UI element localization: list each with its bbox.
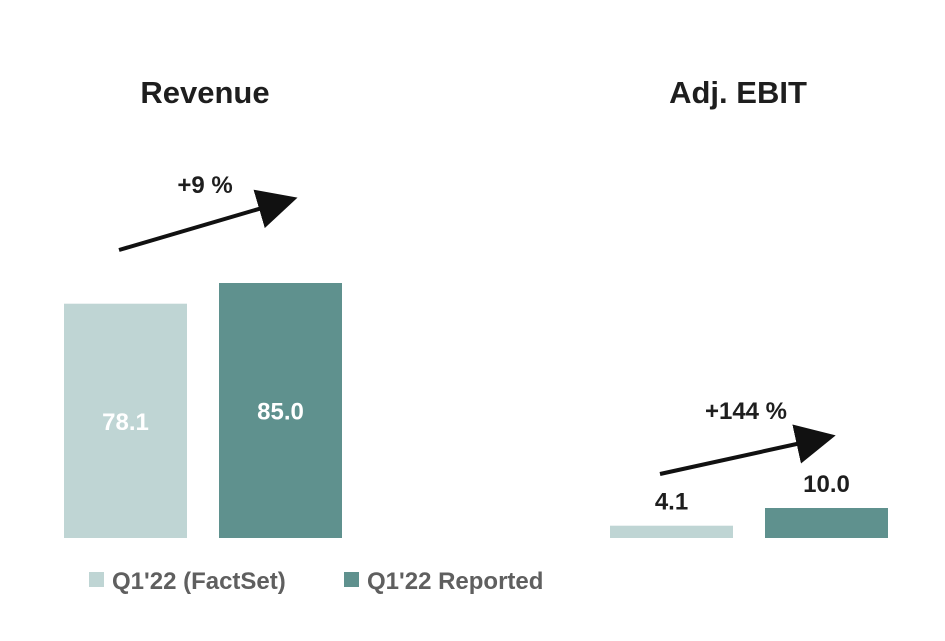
legend-swatch-reported (344, 572, 359, 587)
legend-label-reported: Q1'22 Reported (367, 568, 543, 595)
revenue-growth-arrow (118, 189, 298, 252)
revenue-chart: Revenue 78.1 85.0 +9 % (64, 75, 342, 538)
adj-ebit-bar-reported (765, 508, 888, 538)
revenue-value-label-factset: 78.1 (102, 409, 149, 436)
legend: Q1'22 (FactSet) Q1'22 Reported (89, 568, 543, 595)
adj-ebit-change-label: +144 % (705, 398, 787, 425)
adj-ebit-growth-arrow (659, 424, 836, 476)
revenue-change-label: +9 % (177, 172, 232, 199)
adj-ebit-value-label-factset: 4.1 (655, 489, 688, 516)
legend-swatch-factset (89, 572, 104, 587)
legend-label-factset: Q1'22 (FactSet) (112, 568, 286, 595)
revenue-bar-reported (219, 283, 342, 538)
revenue-title: Revenue (140, 75, 269, 110)
revenue-value-label-reported: 85.0 (257, 399, 304, 426)
adj-ebit-chart: Adj. EBIT 4.1 10.0 +144 % (610, 75, 888, 538)
revenue-bar-factset (64, 303, 187, 538)
adj-ebit-value-label-reported: 10.0 (803, 471, 850, 498)
adj-ebit-bar-factset (610, 525, 733, 538)
adj-ebit-title: Adj. EBIT (669, 75, 807, 110)
